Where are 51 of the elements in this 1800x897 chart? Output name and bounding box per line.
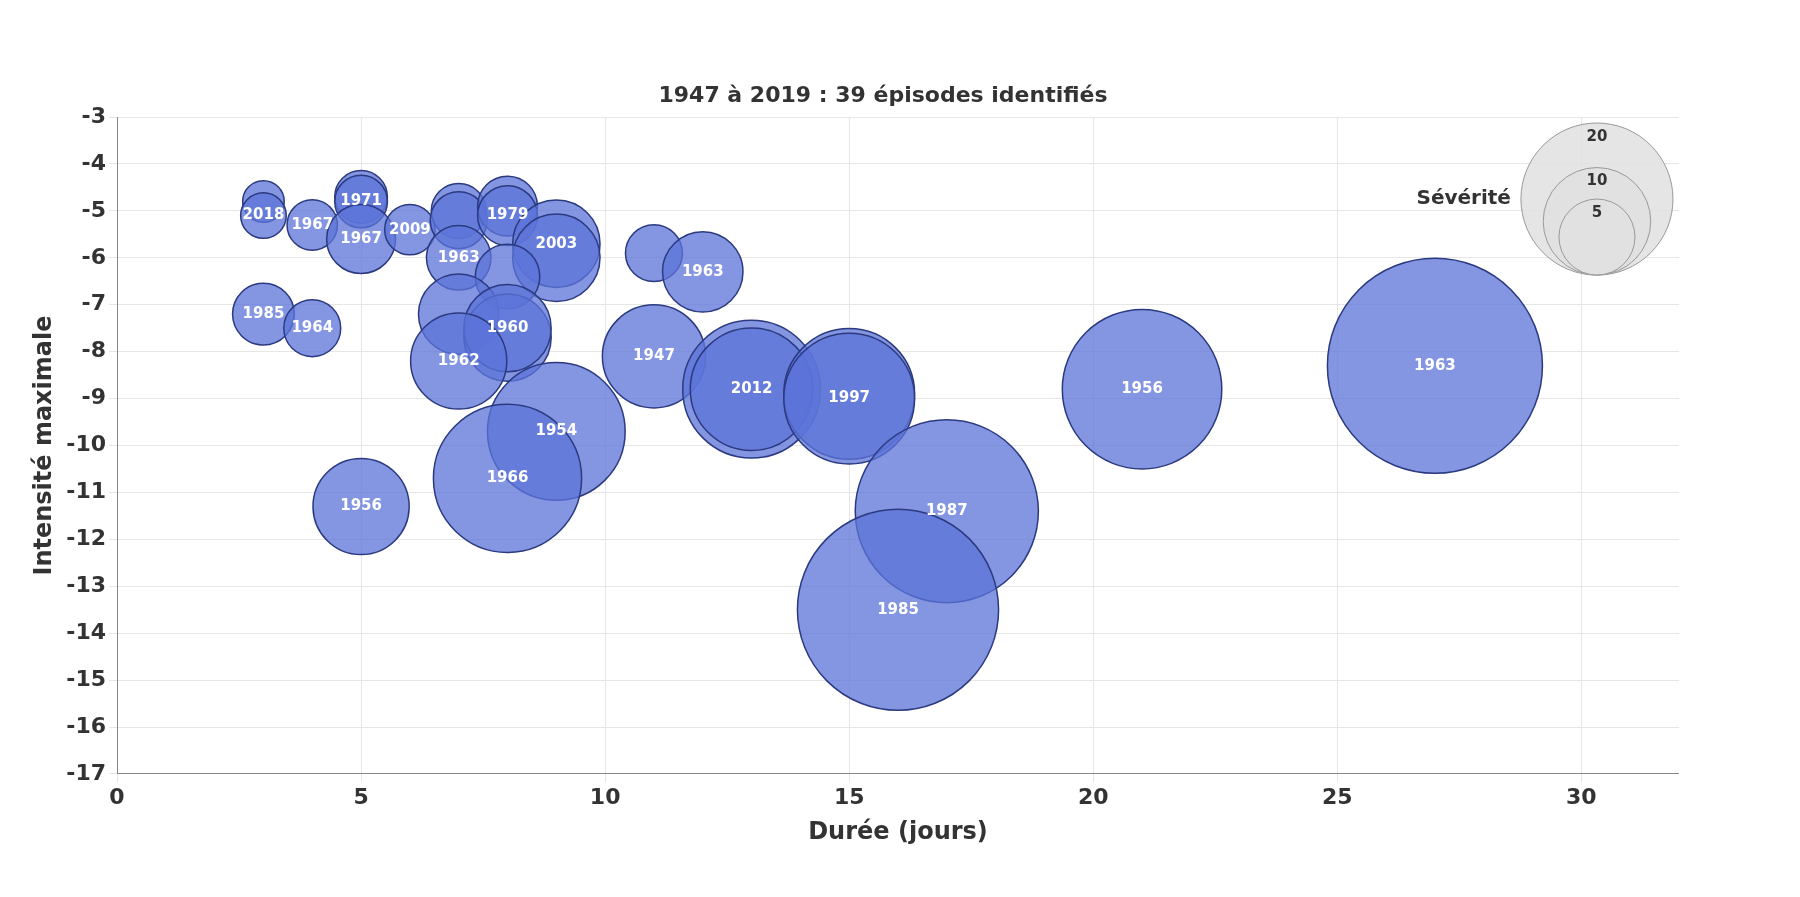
annotation: 1947	[633, 346, 675, 365]
annotation: 1971	[340, 191, 382, 210]
annotation: 1956	[1121, 379, 1163, 398]
x-tick-label: 15	[833, 783, 865, 809]
annotation: 1963	[437, 247, 480, 266]
annotation: 1966	[486, 468, 529, 487]
y-tick-label: -5	[81, 196, 107, 222]
y-tick-label: -10	[66, 431, 107, 457]
annotation: 1962	[437, 350, 480, 369]
chart-title: 1947 à 2019 : 39 épisodes identifiés	[658, 81, 1108, 107]
x-tick-label: 5	[353, 783, 369, 809]
annotation: 1985	[877, 599, 919, 618]
annotation: 1979	[486, 205, 529, 224]
y-tick-label: -9	[81, 384, 107, 410]
legend-label: 5	[1591, 202, 1603, 221]
y-tick-label: -4	[81, 149, 107, 175]
annotation: 1964	[291, 318, 334, 337]
x-tick-label: 20	[1077, 783, 1109, 809]
annotation: 1960	[486, 318, 529, 337]
y-tick-label: -16	[66, 712, 107, 738]
annotation: 1985	[242, 304, 285, 322]
legend-label: 20	[1586, 126, 1608, 145]
y-tick-label: -13	[66, 572, 107, 597]
annotation: 1967	[340, 228, 382, 247]
y-tick-label: -3	[81, 102, 107, 128]
y-axis-title: Intensité maximale	[29, 315, 58, 576]
x-tick-label: 25	[1321, 783, 1353, 809]
annotation: 2018	[242, 205, 285, 224]
y-tick-label: -7	[81, 290, 107, 316]
x-axis-title: Durée (jours)	[808, 817, 988, 846]
x-tick-label: 0	[109, 783, 125, 809]
y-tick-label: -12	[66, 525, 107, 551]
annotation: 1954	[535, 421, 578, 440]
y-tick-label: -14	[66, 618, 107, 644]
y-tick-label: -8	[81, 337, 107, 363]
annotation: 2003	[535, 233, 578, 252]
y-tick-label: -6	[81, 243, 107, 269]
annotation: 1997	[828, 388, 871, 407]
annotation: 1963	[1414, 355, 1456, 374]
y-tick-label: -17	[66, 759, 107, 785]
annotation: 1956	[340, 496, 382, 515]
legend-title: Sévérité	[1416, 185, 1511, 210]
annotation: 2009	[389, 219, 431, 238]
annotation: 1987	[925, 501, 968, 520]
legend-label: 10	[1586, 171, 1608, 190]
annotation: 2012	[730, 379, 773, 398]
y-tick-label: -15	[66, 665, 107, 691]
x-tick-label: 30	[1566, 783, 1597, 809]
x-tick-label: 10	[589, 783, 621, 809]
y-tick-label: -11	[66, 478, 107, 504]
annotation: 1963	[681, 261, 724, 280]
